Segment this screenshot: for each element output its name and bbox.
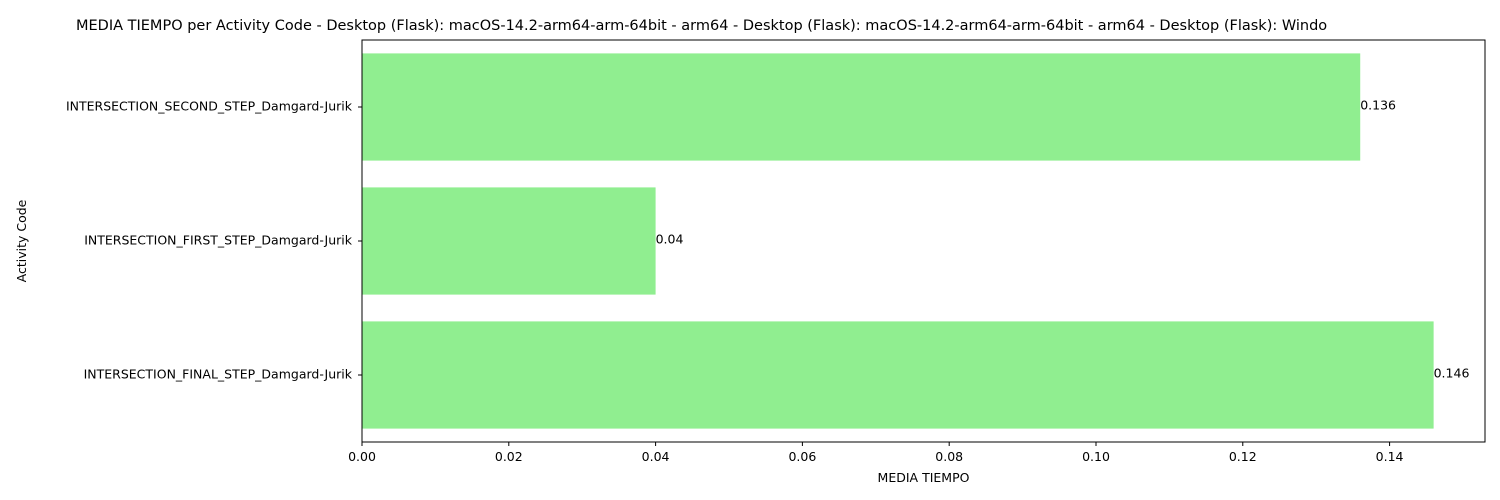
y-axis-label: Activity Code — [14, 199, 29, 282]
data-label: 0.04 — [656, 232, 684, 247]
x-tick-label: 0.10 — [1082, 449, 1110, 464]
x-tick-label: 0.04 — [642, 449, 670, 464]
x-tick-label: 0.06 — [788, 449, 816, 464]
x-tick-label: 0.02 — [495, 449, 523, 464]
x-tick-label: 0.08 — [935, 449, 963, 464]
chart-title: MEDIA TIEMPO per Activity Code - Desktop… — [76, 18, 1327, 34]
y-tick-label: INTERSECTION_FIRST_STEP_Damgard-Jurik — [84, 233, 353, 248]
x-tick-label: 0.12 — [1229, 449, 1257, 464]
y-tick-label: INTERSECTION_SECOND_STEP_Damgard-Jurik — [66, 99, 353, 114]
bars-layer: 0.136 0.04 0.146 — [362, 53, 1470, 429]
x-tick-label: 0.00 — [348, 449, 376, 464]
axes-layer: INTERSECTION_SECOND_STEP_Damgard-Jurik IN… — [66, 39, 1486, 464]
y-tick-label: INTERSECTION_FINAL_STEP_Damgard-Jurik — [84, 367, 353, 382]
data-label: 0.136 — [1360, 98, 1396, 113]
x-tick-label: 0.14 — [1376, 449, 1404, 464]
bar — [362, 53, 1361, 161]
plot-frame — [361, 39, 1486, 443]
x-axis-label: MEDIA TIEMPO — [878, 470, 970, 485]
bar — [362, 321, 1434, 429]
bar — [362, 187, 656, 295]
data-label: 0.146 — [1434, 366, 1470, 381]
